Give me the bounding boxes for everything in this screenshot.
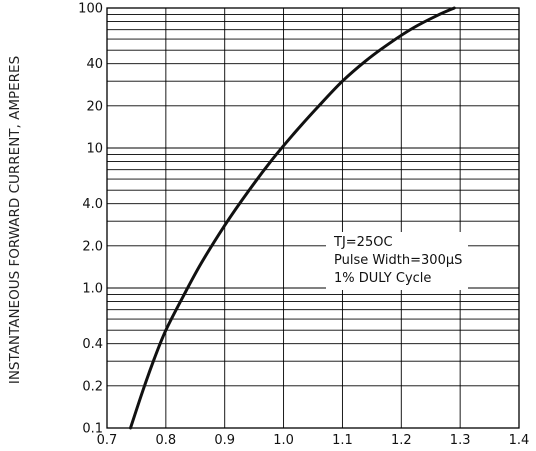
y-tick-label: 4.0 (82, 197, 103, 212)
x-tick-label: 1.4 (509, 433, 530, 448)
y-tick-label: 0.4 (82, 337, 103, 352)
x-tick-label: 1.3 (450, 433, 471, 448)
y-tick-label: 40 (86, 57, 103, 72)
forward-current-curve (129, 6, 456, 430)
y-tick-labels: 0.1 0.2 0.4 1.0 2.0 4.0 10 20 40 100 (78, 2, 103, 437)
test-conditions-annotation: TJ=25OC Pulse Width=300μS 1% DULY Cycle (326, 232, 469, 290)
plot-frame (106, 7, 520, 429)
x-tick-label: 1.0 (273, 433, 294, 448)
y-tick-label: 100 (78, 2, 103, 17)
x-tick-label: 0.8 (156, 433, 177, 448)
y-tick-label: 10 (86, 142, 103, 157)
x-tick-label: 0.7 (97, 433, 118, 448)
y-tick-label: 20 (86, 99, 103, 114)
y-tick-label: 2.0 (82, 239, 103, 254)
annotation-line-1: TJ=25OC (334, 235, 393, 250)
y-tick-label: 0.1 (82, 422, 103, 437)
y-tick-label: 1.0 (82, 282, 103, 297)
x-tick-label: 1.2 (391, 433, 412, 448)
annotation-line-3: 1% DULY Cycle (334, 271, 432, 286)
x-tick-labels: 0.7 0.8 0.9 1.0 1.1 1.2 1.3 1.4 (97, 433, 530, 448)
y-tick-label: 0.2 (82, 379, 103, 394)
x-tick-label: 0.9 (214, 433, 235, 448)
annotation-line-2: Pulse Width=300μS (334, 253, 463, 268)
grid (107, 8, 519, 428)
x-tick-label: 1.1 (332, 433, 353, 448)
